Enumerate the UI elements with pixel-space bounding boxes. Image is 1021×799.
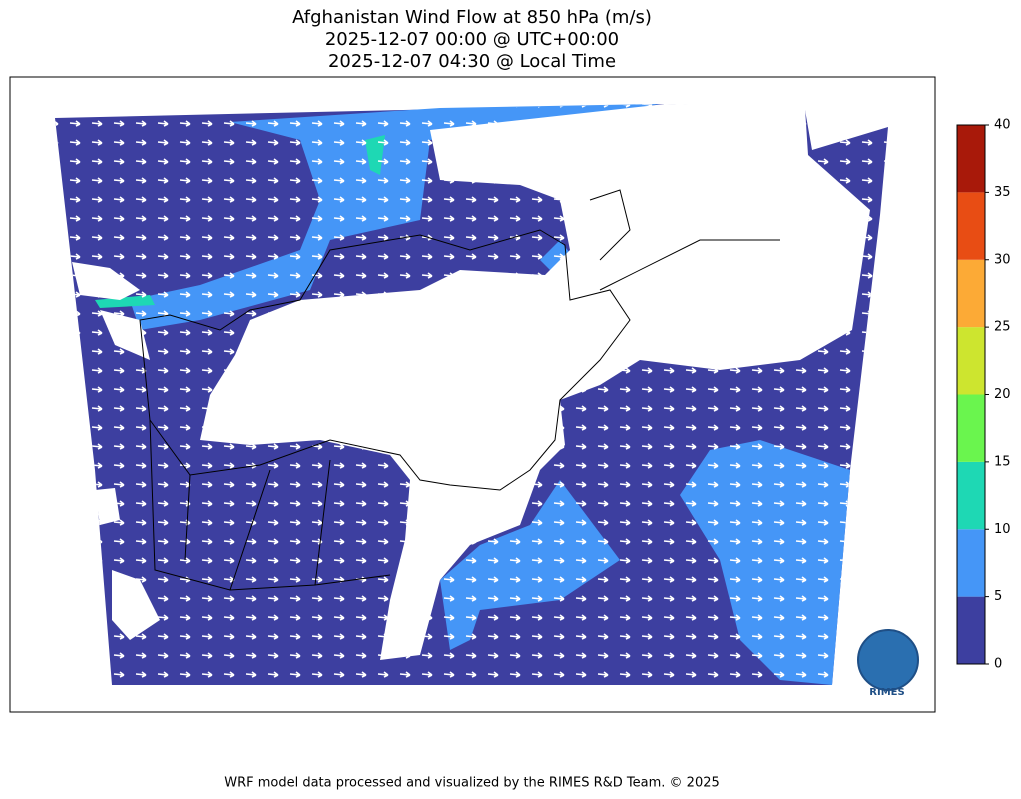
colorbar-segment: [957, 125, 985, 193]
colorbar-tick-label: 0: [994, 657, 1002, 672]
map: RIMES: [9, 76, 936, 713]
title-line: 2025-12-07 00:00 @ UTC+00:00: [325, 29, 619, 50]
colorbar-segment: [957, 327, 985, 395]
colorbar-segment: [957, 394, 985, 462]
borders: [139, 189, 780, 591]
colorbar-tick-label: 40: [994, 118, 1011, 133]
logo: RIMES: [857, 629, 919, 698]
colorbar-tick-label: 30: [994, 252, 1011, 267]
title-line: Afghanistan Wind Flow at 850 hPa (m/s): [292, 7, 652, 28]
colorbar-tick-label: 5: [994, 589, 1002, 604]
colorbar: 0 5 10 15 20 25 30 35 40: [956, 118, 1011, 672]
colorbar-segment: [957, 596, 985, 664]
colorbar-segment: [957, 461, 985, 530]
colorbar-tick-label: 20: [994, 387, 1011, 402]
title-line: 2025-12-07 04:30 @ Local Time: [328, 51, 616, 72]
footer: WRF model data processed and visualized …: [224, 776, 720, 791]
colorbar-tick-label: 15: [994, 454, 1011, 469]
logo-text: RIMES: [869, 687, 904, 698]
calm-area: [72, 104, 870, 660]
colorbar-segment: [957, 259, 985, 328]
colorbar-segment: [957, 192, 985, 260]
colorbar-tick-label: 25: [994, 320, 1011, 335]
colorbar-tick-label: 35: [994, 185, 1011, 200]
colorbar-tick-label: 10: [994, 522, 1011, 537]
colorbar-segment: [957, 529, 985, 597]
